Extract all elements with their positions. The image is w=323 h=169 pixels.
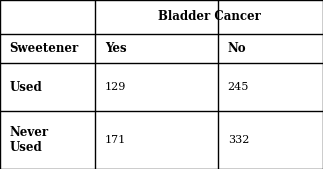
Text: 171: 171 — [105, 135, 126, 145]
Text: 332: 332 — [228, 135, 249, 145]
Text: Yes: Yes — [105, 42, 127, 55]
Text: 129: 129 — [105, 82, 126, 92]
Text: Never
Used: Never Used — [10, 126, 49, 154]
Text: Used: Used — [10, 81, 42, 93]
Text: No: No — [228, 42, 246, 55]
Text: Sweetener: Sweetener — [10, 42, 79, 55]
Text: 245: 245 — [228, 82, 249, 92]
Text: Bladder Cancer: Bladder Cancer — [158, 10, 261, 23]
